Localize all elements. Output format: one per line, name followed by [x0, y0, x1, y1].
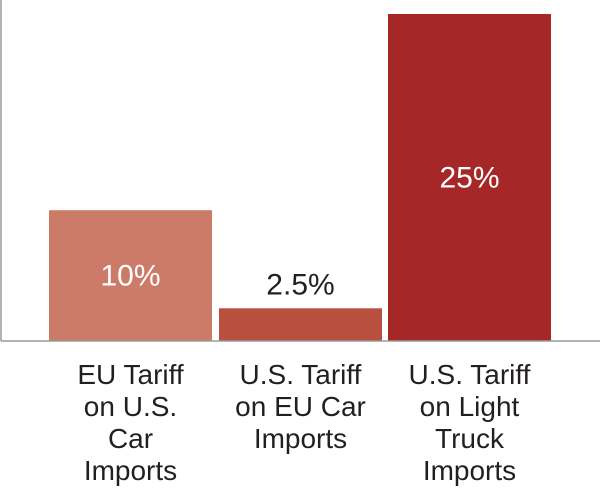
category-label-line: on Light: [420, 391, 520, 422]
category-label-line: Imports: [254, 423, 347, 454]
data-label-1: 10%: [100, 260, 160, 293]
category-label-line: on U.S.: [84, 391, 177, 422]
category-label-1: EU Tariff on U.S. Car Imports: [77, 359, 184, 486]
data-label-2: 2.5%: [266, 268, 334, 301]
data-label-3: 25%: [439, 162, 499, 195]
category-label-line: Car: [108, 423, 153, 454]
axes-group: [0, 0, 600, 342]
category-label-line: EU Tariff: [77, 359, 184, 390]
category-label-line: Imports: [423, 455, 516, 486]
category-label-line: on EU Car: [235, 391, 366, 422]
category-label-line: U.S. Tariff: [240, 359, 362, 390]
category-label-line: Imports: [84, 455, 177, 486]
category-label-line: U.S. Tariff: [409, 359, 531, 390]
category-label-line: Truck: [435, 423, 505, 454]
bars-group: [49, 14, 551, 341]
bar-1: [49, 210, 212, 341]
bar-3: [388, 14, 551, 341]
data-labels-group: 10% 2.5% 25%: [100, 162, 499, 302]
category-label-2: U.S. Tariff on EU Car Imports: [235, 359, 366, 454]
category-label-3: U.S. Tariff on Light Truck Imports: [409, 359, 531, 486]
bar-2: [219, 308, 382, 341]
